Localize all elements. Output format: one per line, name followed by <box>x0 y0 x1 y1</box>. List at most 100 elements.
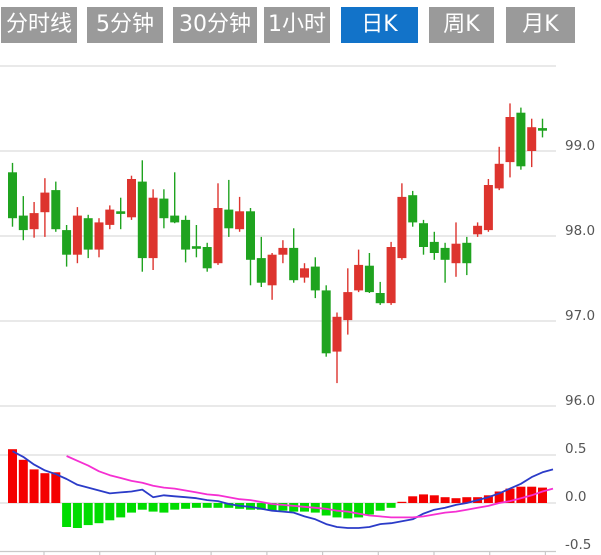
candle-body <box>483 185 493 231</box>
candle-body <box>256 258 266 283</box>
tab-30min[interactable]: 30分钟 <box>173 7 257 43</box>
candle-body <box>419 223 428 247</box>
macd-tick-label: -0.5 <box>565 537 591 553</box>
macd-bar <box>191 503 201 508</box>
macd-bar <box>429 495 439 503</box>
price-tick-label: 96.0 <box>565 393 595 409</box>
tab-week-k[interactable]: 周K <box>429 7 494 43</box>
candle-body <box>62 230 72 255</box>
candle-body <box>310 266 320 291</box>
candle-body <box>354 264 364 291</box>
macd-bar <box>116 503 126 518</box>
macd-bar <box>267 503 277 511</box>
price-tick-label: 98.0 <box>565 223 595 239</box>
candle-body <box>375 293 385 304</box>
price-tick-label: 97.0 <box>565 308 595 324</box>
candle-body <box>202 247 212 269</box>
candle-body <box>213 208 223 264</box>
candle-body <box>51 190 61 230</box>
candle-body <box>429 241 439 253</box>
candle-body <box>83 218 93 250</box>
tab-1hour[interactable]: 1小时 <box>264 7 330 43</box>
candle-body <box>127 179 136 218</box>
macd-bar <box>29 469 39 503</box>
macd-bar <box>278 503 288 511</box>
kline-chart[interactable]: 99.0 98.0 97.0 96.0 0.5 0.0 -0.5 <box>0 45 601 555</box>
macd-bar <box>40 473 50 503</box>
macd-bar <box>62 503 72 527</box>
candle-body <box>527 127 537 151</box>
macd-bar <box>451 498 461 503</box>
macd-bar <box>483 495 493 503</box>
candle-body <box>462 242 472 264</box>
candle-body <box>40 192 50 213</box>
candle-body <box>246 211 255 260</box>
candle-body <box>473 225 483 235</box>
candle-body <box>191 246 201 249</box>
candle-body <box>440 247 450 260</box>
macd-bar <box>462 497 472 503</box>
macd-bar <box>419 494 428 503</box>
candle-body <box>300 268 309 278</box>
macd-bar <box>440 497 450 503</box>
candle-body <box>408 195 418 223</box>
macd-bar <box>397 501 407 503</box>
macd-bar <box>18 459 28 503</box>
candle-body <box>289 247 299 281</box>
macd-bar <box>105 503 115 521</box>
candle-body <box>148 197 158 259</box>
tab-day-k[interactable]: 日K <box>341 7 418 43</box>
candle-body <box>170 215 180 223</box>
macd-bar <box>181 503 191 509</box>
candle-body <box>386 247 396 304</box>
price-gridlines <box>0 65 556 407</box>
macd-bar <box>256 503 266 510</box>
macd-bar <box>505 488 515 503</box>
candle-body <box>159 198 169 219</box>
tab-5min[interactable]: 5分钟 <box>87 7 163 43</box>
tab-month-k[interactable]: 月K <box>506 7 575 43</box>
macd-bar <box>375 503 385 511</box>
candle-body <box>116 211 126 214</box>
macd-bar <box>494 491 504 503</box>
candle-body <box>516 112 526 167</box>
macd-bar <box>386 503 396 508</box>
macd-bar <box>170 503 180 510</box>
candle-body <box>224 209 234 229</box>
candle-body <box>397 196 407 259</box>
candle-body <box>538 128 547 131</box>
macd-axis-labels: 0.5 0.0 -0.5 <box>565 441 591 553</box>
macd-bar <box>224 503 234 508</box>
macd-bar <box>408 496 418 503</box>
candle-body <box>451 243 461 264</box>
macd-tick-label: 0.0 <box>565 489 586 505</box>
candle-body <box>267 254 277 286</box>
dif-line <box>12 450 554 529</box>
macd-bar <box>51 472 61 503</box>
macd-bar <box>202 503 212 508</box>
candle-body <box>278 247 288 255</box>
candle-body <box>137 181 147 259</box>
macd-bar <box>83 503 93 526</box>
candle-body <box>494 163 504 189</box>
macd-bar <box>289 503 299 512</box>
macd-bar <box>72 503 82 528</box>
macd-bar <box>148 503 158 512</box>
macd-bar <box>137 503 147 510</box>
tab-time-line[interactable]: 分时线 <box>1 7 77 43</box>
candle-body <box>18 215 28 231</box>
price-tick-label: 99.0 <box>565 138 595 154</box>
candle-body <box>343 292 353 321</box>
macd-bar <box>213 503 223 508</box>
dea-line <box>66 455 554 519</box>
candle-body <box>235 211 245 230</box>
candle-body <box>8 172 17 219</box>
macd-bar <box>159 503 169 513</box>
macd-bar <box>538 487 547 503</box>
candle-body <box>505 117 515 163</box>
candle-body <box>105 209 115 225</box>
price-axis-labels: 99.0 98.0 97.0 96.0 <box>565 138 595 409</box>
macd-bar <box>94 503 104 524</box>
macd-tick-label: 0.5 <box>565 441 586 457</box>
macd-bar <box>364 503 374 515</box>
